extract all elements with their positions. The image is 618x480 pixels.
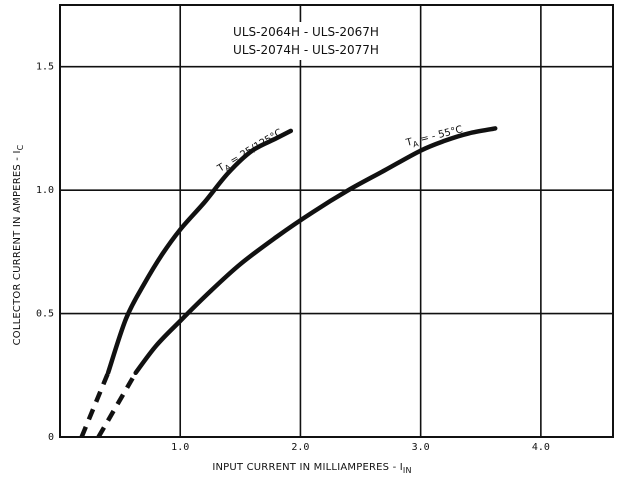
y-axis-label: COLLECTOR CURRENT IN AMPERES - IC	[12, 144, 25, 345]
x-axis-label: INPUT CURRENT IN MILLIAMPERES - IIN	[212, 462, 411, 475]
series	[79, 126, 498, 439]
series-1-line	[133, 126, 498, 376]
x-tick-label: 1.0	[171, 442, 189, 453]
grid	[60, 5, 613, 437]
tick-labels: 1.0 2.0 3.0 4.0 0 0.5 1.0 1.5	[36, 62, 550, 453]
title-line-1: ULS-2064H - ULS-2067H	[233, 25, 379, 39]
series-0-dashed	[79, 371, 111, 438]
title-box	[212, 22, 400, 60]
series-0-line	[105, 128, 294, 376]
y-tick-label: 0.5	[36, 309, 54, 320]
series-1-dashed	[96, 371, 138, 439]
x-tick-label: 3.0	[412, 442, 430, 453]
title-line-2: ULS-2074H - ULS-2077H	[233, 43, 379, 57]
series-label-25-125: TA = 25/125°C	[215, 127, 286, 177]
x-tick-label: 4.0	[532, 442, 550, 453]
y-tick-label: 0	[48, 432, 54, 443]
y-tick-label: 1.5	[36, 62, 54, 73]
x-tick-label: 2.0	[291, 442, 309, 453]
y-tick-label: 1.0	[36, 185, 54, 196]
plot-frame	[59, 4, 614, 438]
